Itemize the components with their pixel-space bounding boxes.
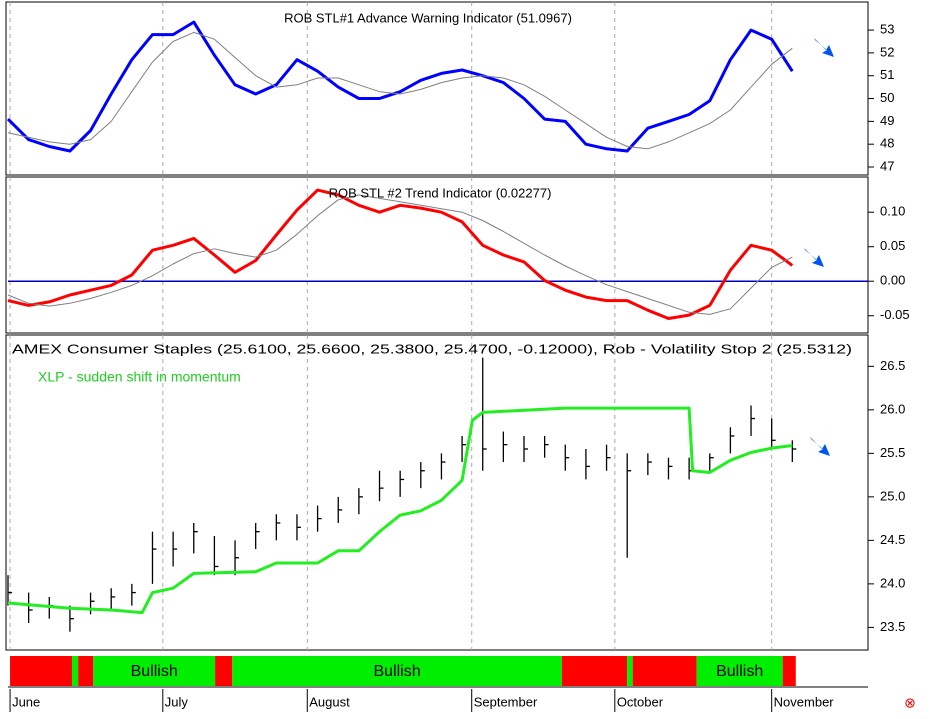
arrow-icon bbox=[814, 38, 834, 57]
y-tick-label: 47 bbox=[880, 158, 894, 173]
y-tick-label: 23.5 bbox=[880, 619, 905, 634]
x-tick-label: November bbox=[774, 694, 835, 709]
band-segment bbox=[561, 656, 628, 686]
x-tick-label: June bbox=[12, 694, 40, 709]
panel-title: ROB STL #2 Trend Indicator (0.02277) bbox=[329, 185, 552, 200]
x-tick-label: July bbox=[165, 694, 189, 709]
annotation: XLP - sudden shift in momentum bbox=[38, 369, 241, 385]
band-segment bbox=[782, 656, 796, 686]
series-line bbox=[7, 194, 793, 315]
band-segment bbox=[627, 656, 633, 686]
panel-frame bbox=[5, 1, 869, 176]
y-tick-label: 50 bbox=[880, 90, 894, 105]
band-segment bbox=[10, 656, 72, 686]
arrows bbox=[804, 38, 834, 456]
close-icon[interactable]: ⊗ bbox=[904, 695, 916, 711]
x-tick-label: September bbox=[474, 694, 538, 709]
y-tick-label: -0.05 bbox=[880, 307, 910, 322]
y-tick-label: 52 bbox=[880, 44, 894, 59]
y-tick-label: 48 bbox=[880, 136, 894, 151]
band-segment bbox=[93, 656, 216, 686]
x-tick-label: August bbox=[309, 694, 350, 709]
panel-frame bbox=[5, 176, 869, 334]
band-label: Bullish bbox=[131, 663, 178, 680]
series-line bbox=[7, 406, 793, 615]
y-tick-label: 24.0 bbox=[880, 575, 905, 590]
panel-title: AMEX Consumer Staples (25.6100, 25.6600,… bbox=[12, 341, 852, 356]
panel-title: ROB STL#1 Advance Warning Indicator (51.… bbox=[284, 10, 572, 25]
band-segment bbox=[71, 656, 79, 686]
y-tick-label: 51 bbox=[880, 67, 894, 82]
y-tick-label: 24.5 bbox=[880, 532, 905, 547]
band-segment bbox=[215, 656, 233, 686]
y-tick-label: 53 bbox=[880, 22, 894, 37]
series-line bbox=[7, 188, 794, 320]
arrow-icon bbox=[810, 437, 830, 456]
x-tick-label: October bbox=[617, 694, 664, 709]
y-tick-label: 25.5 bbox=[880, 445, 905, 460]
y-tick-label: 25.0 bbox=[880, 488, 905, 503]
y-tick-label: 0.10 bbox=[880, 204, 905, 219]
y-tick-label: 0.00 bbox=[880, 273, 905, 288]
y-tick-label: 26.0 bbox=[880, 401, 905, 416]
arrow-icon bbox=[804, 248, 824, 267]
band-label: Bullish bbox=[373, 663, 420, 680]
series-line bbox=[6, 20, 794, 153]
panel-frame bbox=[5, 334, 869, 651]
band-segment bbox=[696, 656, 783, 686]
y-tick-label: 49 bbox=[880, 113, 894, 128]
band-segment bbox=[78, 656, 94, 686]
series-line bbox=[7, 31, 793, 150]
band-segment bbox=[632, 656, 697, 686]
band-label: Bullish bbox=[716, 663, 763, 680]
band-segment bbox=[232, 656, 562, 686]
y-tick-label: 0.05 bbox=[880, 238, 905, 253]
y-tick-label: 26.5 bbox=[880, 358, 905, 373]
